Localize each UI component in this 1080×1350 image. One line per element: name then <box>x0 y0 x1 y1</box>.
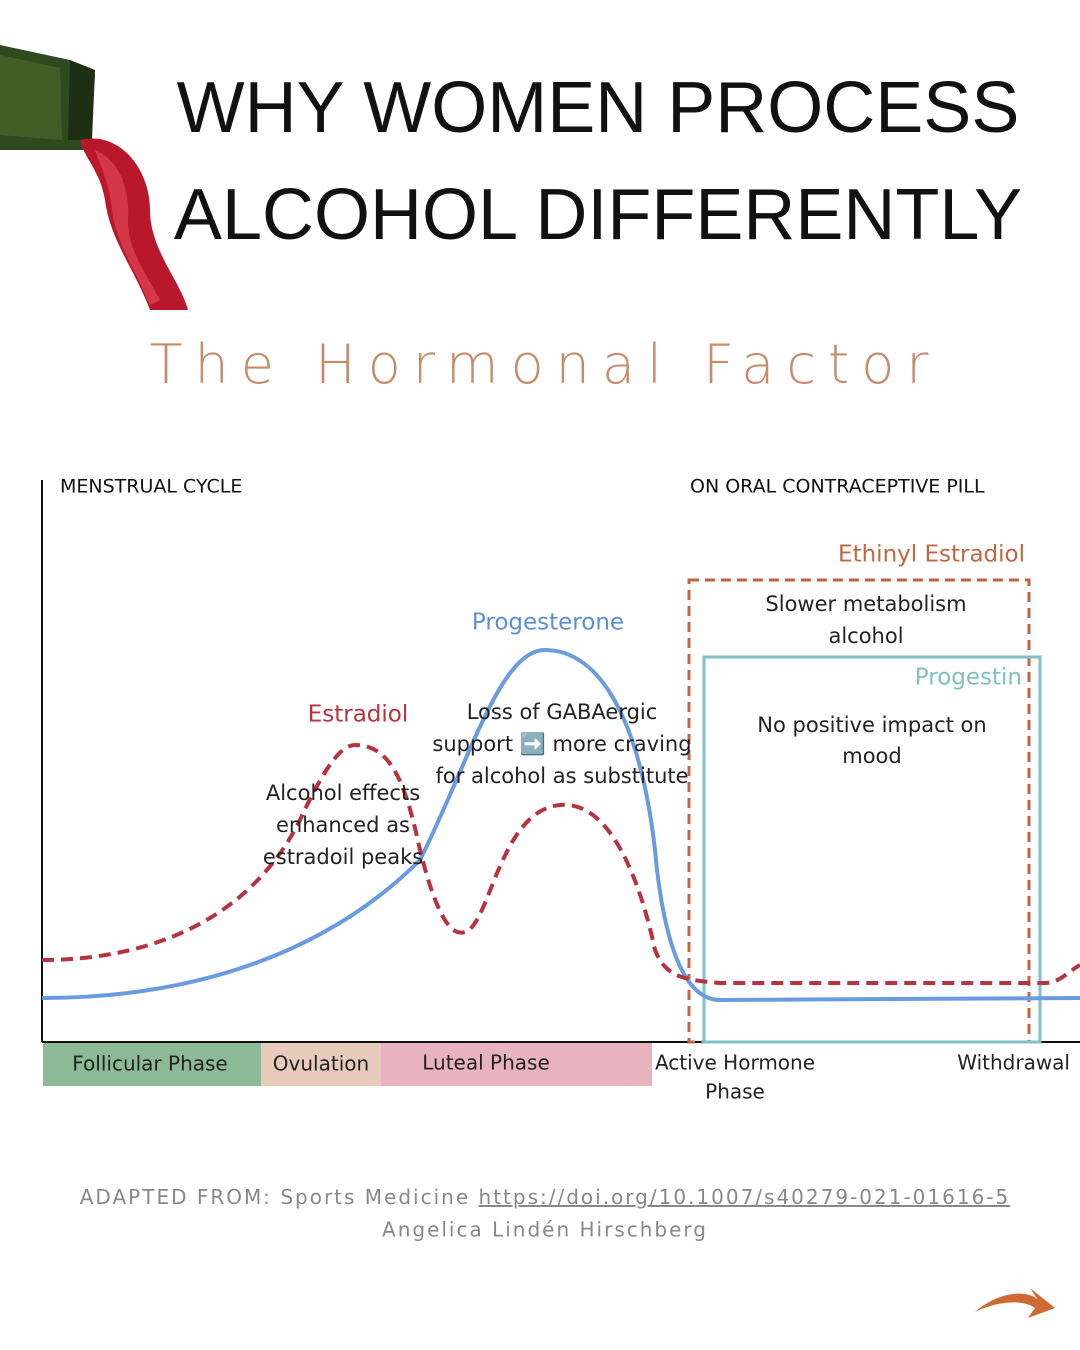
subtitle: The Hormonal Factor <box>150 333 941 396</box>
title-line: ALCOHOL DIFFERENTLY <box>174 175 1022 255</box>
annotation-line: alcohol <box>828 624 903 648</box>
progestin-box <box>702 655 1042 1044</box>
title-line: WHY WOMEN PROCESS <box>177 68 1020 148</box>
annotation-line: for alcohol as substitute <box>435 764 688 788</box>
annotation: Loss of GABAergic support ➡️ more cravin… <box>432 700 691 788</box>
phase-label: Active Hormone <box>655 1051 815 1075</box>
wine-illustration <box>0 45 188 310</box>
annotation-line: estradoil peaks <box>263 845 423 869</box>
author: Angelica Lindén Hirschberg <box>382 1218 708 1242</box>
source: ADAPTED FROM: Sports Medicine https://do… <box>80 1185 1011 1209</box>
curve-label: Progestin <box>915 665 1022 691</box>
estradiol-curve <box>41 742 1080 985</box>
phase-label: Follicular Phase <box>72 1052 227 1076</box>
curve-label: Estradiol <box>308 702 409 728</box>
annotation: No positive impact on mood <box>757 713 986 768</box>
annotation: Slower metabolism alcohol <box>765 592 966 648</box>
annotation-line: mood <box>842 744 901 768</box>
next-arrow[interactable] <box>975 1288 1055 1318</box>
annotation-line: No positive impact on <box>757 713 986 737</box>
progesterone-curve <box>41 647 1080 1003</box>
phase-label: Withdrawal <box>957 1051 1070 1075</box>
source-link[interactable]: https://doi.org/10.1007/s40279-021-01616… <box>479 1185 1011 1209</box>
annotation-line: Loss of GABAergic <box>467 700 658 724</box>
annotation-line: Slower metabolism <box>765 592 966 616</box>
phase-label: Ovulation <box>273 1052 369 1076</box>
section-heading: ON ORAL CONTRACEPTIVE PILL <box>690 476 985 498</box>
ethinyl-estradiol-box <box>687 578 1031 1044</box>
annotation: Alcohol effects enhanced as estradoil pe… <box>263 781 423 869</box>
annotation-line: enhanced as <box>276 813 410 837</box>
curve-label: Progesterone <box>472 610 624 636</box>
phase-label: Luteal Phase <box>422 1051 550 1075</box>
annotation-line: Alcohol effects <box>266 781 420 805</box>
curve-label: Ethinyl Estradiol <box>838 542 1025 568</box>
phase-bar <box>381 1043 652 1086</box>
phase-bar <box>261 1043 381 1086</box>
phase-bar <box>43 1043 261 1086</box>
phase-label: Phase <box>705 1080 765 1104</box>
source-prefix: ADAPTED FROM: Sports Medicine <box>80 1185 470 1209</box>
annotation-line: support ➡️ more craving <box>432 731 691 756</box>
section-heading: MENSTRUAL CYCLE <box>60 476 242 498</box>
